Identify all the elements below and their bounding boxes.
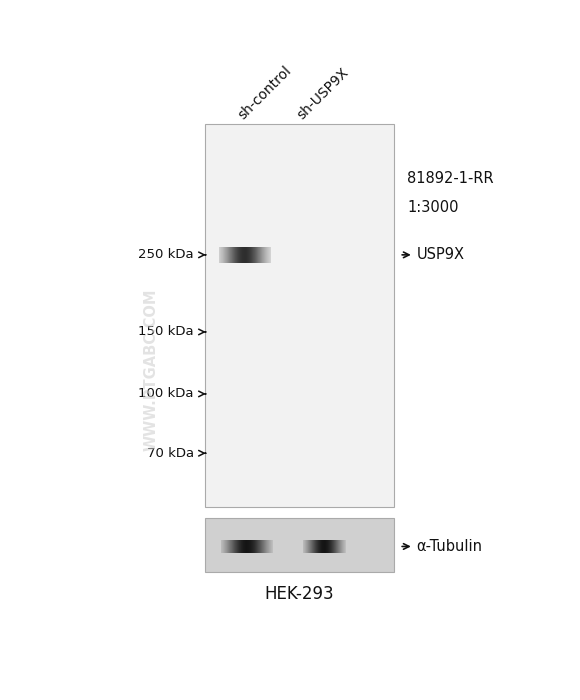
Text: USP9X: USP9X [416,247,465,262]
Text: 100 kDa: 100 kDa [139,387,194,400]
Text: 81892-1-RR: 81892-1-RR [407,171,494,186]
Text: α-Tubulin: α-Tubulin [416,539,483,554]
Text: 1:3000: 1:3000 [407,200,459,216]
Text: WWW.PTGABC.COM: WWW.PTGABC.COM [144,288,159,451]
Bar [205,518,394,572]
Text: 70 kDa: 70 kDa [147,447,194,460]
Text: sh-USP9X: sh-USP9X [294,65,351,122]
Text: HEK-293: HEK-293 [264,585,334,603]
Text: 150 kDa: 150 kDa [138,326,194,338]
Text: 250 kDa: 250 kDa [138,248,194,261]
Bar [205,125,394,507]
Text: sh-control: sh-control [235,63,294,122]
